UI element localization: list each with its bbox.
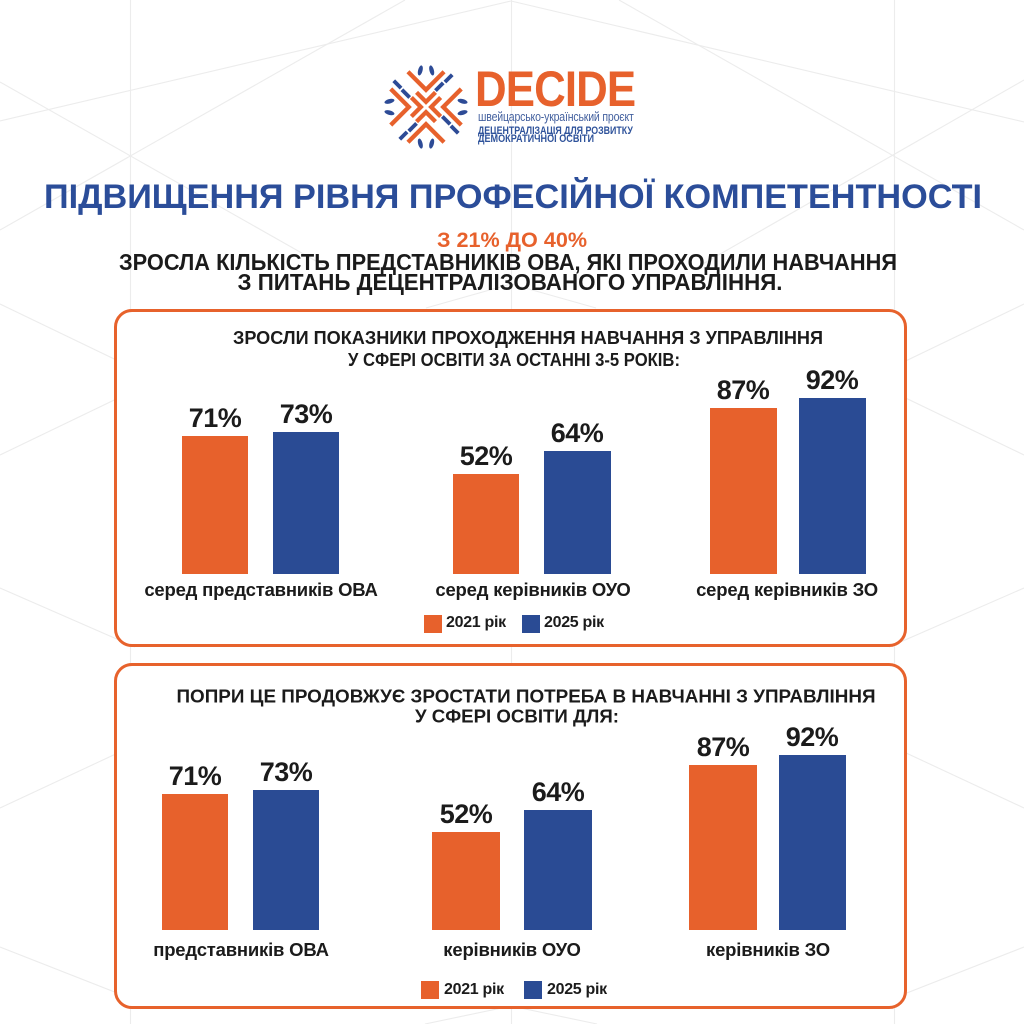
svg-text:У СФЕРІ ОСВІТИ ЗА ОСТАННІ 3-5: У СФЕРІ ОСВІТИ ЗА ОСТАННІ 3-5 РОКІВ: — [348, 350, 680, 370]
svg-text:ПІДВИЩЕННЯ РІВНЯ ПРОФЕСІЙНОЇ К: ПІДВИЩЕННЯ РІВНЯ ПРОФЕСІЙНОЇ КОМПЕТЕНТНО… — [44, 177, 982, 216]
svg-text:З ПИТАНЬ ДЕЦЕНТРАЛІЗОВАНОГО УП: З ПИТАНЬ ДЕЦЕНТРАЛІЗОВАНОГО УПРАВЛІННЯ. — [238, 269, 783, 295]
svg-text:З 21% ДО 40%: З 21% ДО 40% — [437, 229, 587, 252]
svg-text:У СФЕРІ ОСВІТИ ДЛЯ:: У СФЕРІ ОСВІТИ ДЛЯ: — [415, 707, 619, 727]
svg-text:ПОПРИ ЦЕ ПРОДОВЖУЄ ЗРОСТАТИ ПО: ПОПРИ ЦЕ ПРОДОВЖУЄ ЗРОСТАТИ ПОТРЕБА В НА… — [177, 687, 876, 707]
svg-text:ЗРОСЛА КІЛЬКІСТЬ ПРЕДСТАВНИКІВ: ЗРОСЛА КІЛЬКІСТЬ ПРЕДСТАВНИКІВ ОВА, ЯКІ … — [119, 249, 897, 275]
svg-text:ЗРОСЛИ ПОКАЗНИКИ ПРОХОДЖЕННЯ Н: ЗРОСЛИ ПОКАЗНИКИ ПРОХОДЖЕННЯ НАВЧАННЯ З … — [233, 328, 823, 348]
